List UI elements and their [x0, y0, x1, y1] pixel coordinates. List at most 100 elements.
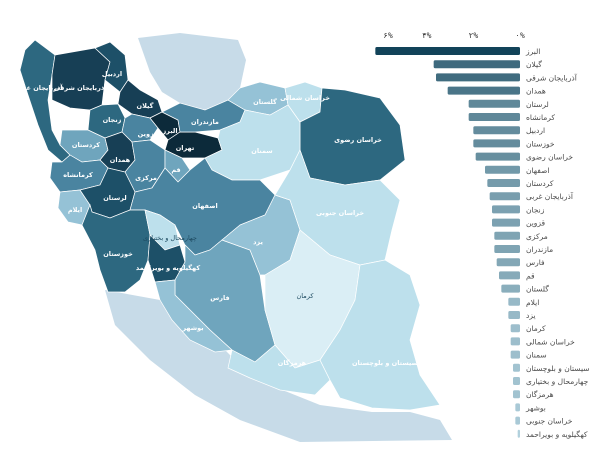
bar — [501, 284, 520, 293]
category-label: اصفهان — [526, 166, 550, 175]
label-qom: قم — [171, 166, 180, 174]
bar — [496, 258, 520, 267]
bar — [515, 403, 520, 412]
x-tick-label: ۰% — [515, 31, 525, 40]
iran-province-map: آذربایجان غربی آذربایجان شرقی اردبیل گیل… — [13, 33, 452, 442]
bar — [447, 86, 520, 95]
bar — [513, 363, 520, 372]
caspian-sea — [138, 33, 246, 110]
x-tick-label: ۶% — [383, 31, 393, 40]
label-kurdistan: کردستان — [72, 141, 100, 149]
category-label: یزد — [526, 311, 536, 320]
category-label: لرستان — [526, 100, 549, 109]
bars-group — [375, 47, 520, 438]
label-ardabil: اردبیل — [102, 70, 122, 78]
bar — [510, 350, 520, 359]
bar — [468, 99, 520, 108]
bar — [473, 139, 520, 148]
bar — [475, 152, 520, 161]
bar — [508, 297, 520, 306]
bar — [494, 231, 520, 240]
category-label: هرمزگان — [526, 390, 554, 399]
category-label: البرز — [525, 47, 540, 56]
label-yazd: یزد — [253, 238, 263, 246]
bar — [515, 416, 520, 425]
bar — [487, 179, 520, 187]
x-tick-label: ۴% — [422, 31, 432, 40]
label-lorestan: لرستان — [103, 194, 127, 202]
category-label: گلستان — [526, 285, 549, 294]
category-label: ایلام — [526, 298, 539, 307]
label-qazvin: قزوین — [138, 130, 159, 138]
bar — [517, 429, 520, 438]
province-sistan[interactable] — [319, 259, 441, 411]
bar — [494, 245, 520, 253]
map-svg: آذربایجان غربی آذربایجان شرقی اردبیل گیل… — [13, 33, 452, 442]
province-east-azerbaijan[interactable] — [51, 47, 111, 111]
bar — [473, 126, 520, 135]
category-label: گیلان — [526, 60, 542, 69]
category-label: مازندران — [526, 245, 553, 254]
bar — [513, 390, 520, 399]
label-kohgiluyeh: کهگیلویه و بویراحمد — [136, 264, 200, 272]
category-label: قزوین — [526, 219, 546, 228]
label-alborz: البرز — [161, 127, 177, 135]
category-label: آذربایجان شرقی — [526, 72, 578, 82]
label-gilan: گیلان — [137, 102, 154, 110]
label-hamadan: همدان — [110, 156, 131, 164]
label-razavi-khorasan: خراسان رضوی — [334, 136, 382, 144]
label-bushehr: بوشهر — [181, 324, 203, 332]
bar — [485, 165, 520, 174]
category-label: کرمان — [526, 324, 546, 333]
label-isfahan: اصفهان — [192, 202, 217, 210]
bar — [510, 337, 520, 346]
category-label: اردبیل — [526, 126, 545, 135]
province-south-khorasan[interactable] — [274, 149, 401, 266]
category-label: کرمانشاه — [526, 113, 555, 122]
label-zanjan: زنجان — [103, 116, 122, 124]
bar — [468, 113, 520, 121]
category-label: مرکزی — [526, 232, 548, 241]
category-label: فارس — [526, 258, 545, 267]
category-label: همدان — [526, 87, 546, 96]
bar — [499, 271, 520, 280]
category-label: خراسان رضوی — [526, 153, 573, 162]
label-kermanshah: کرمانشاه — [63, 171, 93, 179]
label-ilam: ایلام — [68, 206, 82, 214]
category-label: خوزستان — [526, 139, 555, 148]
category-label: آذربایجان غربی — [526, 191, 574, 201]
label-mazandaran: مازندران — [191, 118, 219, 126]
bar — [489, 192, 520, 201]
bar — [436, 73, 520, 82]
bar — [513, 377, 520, 385]
province-labels-group: آذربایجان غربی آذربایجان شرقی اردبیل گیل… — [13, 70, 418, 367]
label-tehran: تهران — [176, 144, 195, 152]
label-semnan: سمنان — [251, 147, 272, 155]
label-kerman: کرمان — [297, 292, 315, 300]
province-bar-chart: ۶% ۴% ۲% ۰% البرز گیلان آذربایجان شرقی همدان لر… — [372, 0, 608, 460]
label-khuzestan: خوزستان — [103, 250, 133, 258]
province-gilan[interactable] — [117, 79, 163, 119]
bar — [375, 47, 520, 55]
province-khuzestan[interactable] — [81, 203, 151, 293]
bar — [492, 205, 520, 214]
category-label: خراسان شمالی — [526, 337, 575, 346]
label-south-khorasan: خراسان جنوبی — [316, 209, 364, 217]
x-axis-ticks: ۶% ۴% ۲% ۰% — [383, 31, 525, 40]
label-sistan: سیستان و بلوچستان — [352, 359, 418, 367]
category-label: زنجان — [526, 205, 545, 214]
category-label: چهارمحال و بختیاری — [526, 377, 589, 386]
label-north-khorasan: خراسان شمالی — [280, 94, 330, 102]
label-west-azerbaijan: آذربایجان غربی — [13, 83, 63, 92]
label-markazi: مرکزی — [135, 174, 157, 182]
category-labels-group: البرز گیلان آذربایجان شرقی همدان لرستان کرمان… — [525, 47, 590, 439]
bar — [510, 324, 520, 333]
bar — [508, 311, 520, 319]
label-hormozgan: هرمزگان — [278, 359, 307, 367]
category-label: خراسان جنوبی — [526, 417, 573, 426]
category-label: بوشهر — [525, 403, 546, 412]
category-label: کهگیلویه و بویراحمد — [526, 430, 588, 439]
x-tick-label: ۲% — [469, 31, 479, 40]
label-east-azerbaijan: آذربایجان شرقی — [54, 83, 108, 92]
bar — [492, 218, 520, 227]
